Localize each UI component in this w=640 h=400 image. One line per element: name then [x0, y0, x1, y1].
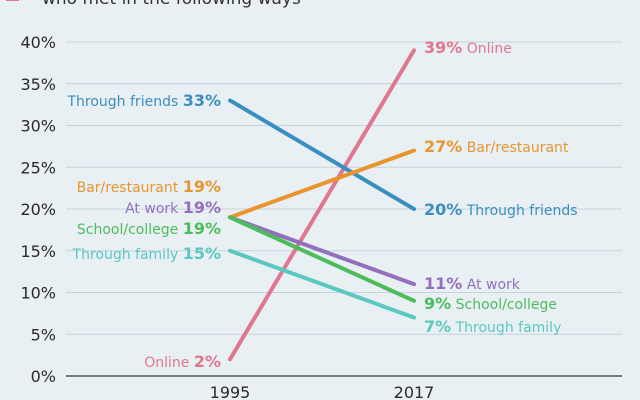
- y-tick-label: 40%: [20, 33, 56, 52]
- end-label: 9% School/college: [424, 294, 557, 313]
- series-labels: Online 2% 39% Online Through friends 33% 20…: [66, 38, 577, 371]
- data-label: 19%: [183, 219, 221, 238]
- series-name: School/college: [77, 222, 183, 238]
- y-tick-label: 25%: [20, 158, 56, 177]
- series-line: [228, 248, 416, 320]
- y-tick-label: 15%: [20, 242, 56, 261]
- data-label: 11%: [424, 274, 462, 293]
- start-label: At work 19%: [125, 198, 221, 217]
- series-line: [228, 215, 416, 287]
- data-label: 20%: [424, 200, 462, 219]
- y-tick-label: 0%: [31, 367, 56, 386]
- series-line: [228, 98, 416, 211]
- data-label: 27%: [424, 137, 462, 156]
- legend-text: who met in the following ways: [42, 0, 301, 9]
- series-name: Bar/restaurant: [462, 140, 569, 156]
- y-tick-label: 35%: [20, 75, 56, 94]
- end-label: 20% Through friends: [424, 200, 578, 219]
- series-line: [228, 215, 416, 303]
- x-tick-label: 1995: [210, 383, 251, 400]
- data-label: 19%: [183, 198, 221, 217]
- end-label: 11% At work: [424, 274, 521, 293]
- start-label: Bar/restaurant 19%: [77, 177, 221, 196]
- start-label: Online 2%: [144, 352, 221, 371]
- series-name: Bar/restaurant: [77, 180, 183, 196]
- series-name: Through family: [451, 320, 561, 336]
- y-tick-label: 20%: [20, 200, 56, 219]
- start-label: School/college 19%: [77, 219, 221, 238]
- y-tick-label: 30%: [20, 117, 56, 136]
- end-label: 39% Online: [424, 38, 512, 57]
- series-name: School/college: [451, 297, 557, 313]
- series-lines: [228, 48, 416, 362]
- series-line: [228, 48, 416, 362]
- data-label: 19%: [183, 177, 221, 196]
- legend: who met in the following ways: [6, 0, 301, 9]
- y-tick-label: 5%: [31, 325, 56, 344]
- series-name: Through friends: [66, 94, 182, 110]
- y-axis-ticks: 0% 5% 10% 15% 20% 25% 30% 35% 40%: [20, 33, 56, 386]
- data-label: 15%: [183, 244, 221, 263]
- data-label: 9%: [424, 294, 451, 313]
- legend-swatch: [6, 0, 19, 1]
- series-name: Through family: [72, 247, 183, 263]
- y-tick-label: 10%: [20, 284, 56, 303]
- start-label: Through family 15%: [72, 244, 221, 263]
- x-tick-label: 2017: [394, 383, 435, 400]
- series-line: [228, 148, 416, 220]
- data-label: 39%: [424, 38, 462, 57]
- series-name: At work: [125, 201, 183, 217]
- series-name: Online: [144, 355, 194, 371]
- end-label: 7% Through family: [424, 317, 561, 336]
- series-name: Online: [462, 41, 512, 57]
- data-label: 7%: [424, 317, 451, 336]
- data-label: 2%: [194, 352, 221, 371]
- series-name: At work: [462, 277, 520, 293]
- series-name: Through friends: [462, 203, 577, 219]
- start-label: Through friends 33%: [66, 91, 221, 110]
- data-label: 33%: [183, 91, 221, 110]
- end-label: 27% Bar/restaurant: [424, 137, 569, 156]
- x-axis-ticks: 1995 2017: [210, 383, 435, 400]
